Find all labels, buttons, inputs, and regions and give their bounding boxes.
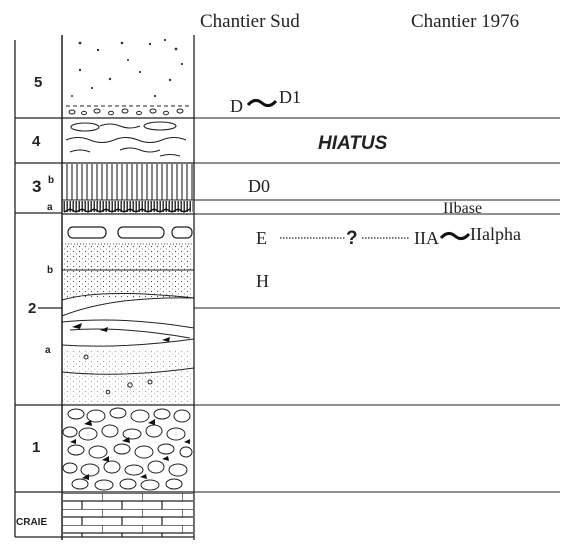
layer-4-silts	[65, 121, 187, 157]
layer-3a-dense	[63, 201, 193, 212]
tilde-d-d1	[246, 98, 278, 108]
layer-5-sand	[71, 38, 184, 98]
unit-label-craie: CRAIE	[16, 517, 47, 528]
layer-3b-columnar	[63, 164, 193, 200]
layer-5-gravel	[66, 105, 192, 116]
unit-label-5: 5	[34, 74, 42, 91]
label-iibase: IIbase	[443, 200, 482, 217]
unit-label-2: 2	[28, 300, 36, 317]
unit-label-1: 1	[32, 439, 40, 456]
label-iia: IIA	[414, 228, 439, 248]
header-chantier-sud: Chantier Sud	[200, 11, 300, 32]
unit-label-2a: a	[45, 345, 51, 356]
header-chantier-1976: Chantier 1976	[411, 11, 519, 32]
unit-column	[14, 35, 63, 540]
layer-3a-base	[63, 208, 191, 213]
label-h: H	[256, 271, 269, 291]
unit-label-3: 3	[32, 177, 41, 196]
unit-label-3a: a	[47, 202, 53, 213]
layer-2b-lenses	[67, 226, 193, 239]
label-d1: D1	[279, 87, 301, 107]
question-mark: ?	[346, 228, 358, 249]
label-d: D	[230, 96, 243, 116]
unit-label-3b: b	[48, 175, 54, 186]
layer-craie-chalk	[63, 493, 193, 537]
label-hiatus: HIATUS	[318, 133, 388, 154]
layer-2a-pebbles	[83, 354, 153, 395]
tilde-iia-iialpha	[439, 231, 471, 241]
layer-1-flint-gravel	[62, 407, 193, 491]
correlation-lines	[194, 117, 560, 493]
label-iialpha: IIalpha	[470, 224, 521, 244]
layer-2a-clasts	[72, 323, 170, 342]
unit-label-2b: b	[47, 265, 53, 276]
layer-2b-fine-sand	[63, 245, 193, 297]
unit-label-4: 4	[32, 133, 41, 150]
label-d0: D0	[248, 176, 270, 196]
layer-1-black-flints	[70, 419, 190, 480]
lithology-column	[61, 35, 195, 540]
label-e: E	[256, 228, 267, 248]
layer-2a-sand	[63, 350, 193, 404]
